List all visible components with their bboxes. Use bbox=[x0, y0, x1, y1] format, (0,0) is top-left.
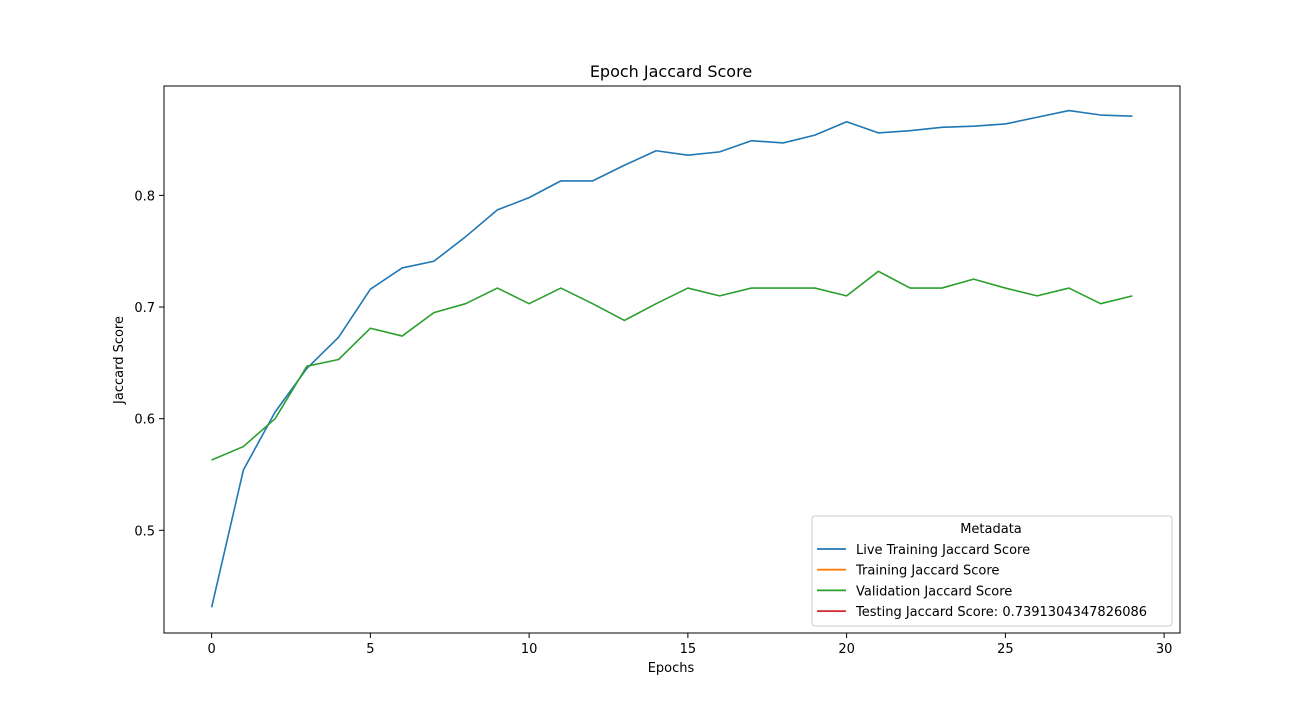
series-lines bbox=[210, 109, 1133, 608]
y-axis-title: Jaccard Score bbox=[112, 316, 127, 405]
legend-entry-label: Validation Jaccard Score bbox=[856, 584, 1012, 599]
legend-entry-label: Live Training Jaccard Score bbox=[856, 543, 1030, 558]
plot-area bbox=[163, 85, 1181, 634]
x-tick-label: 10 bbox=[521, 642, 538, 657]
legend: Metadata Live Training Jaccard Score Trai… bbox=[811, 515, 1173, 627]
x-axis: 0 5 10 15 20 25 30 bbox=[207, 633, 1172, 657]
y-tick-label: 0.8 bbox=[134, 189, 155, 204]
y-tick-label: 0.6 bbox=[134, 413, 155, 428]
x-tick-label: 15 bbox=[680, 642, 697, 657]
legend-title: Metadata bbox=[960, 522, 1022, 537]
series-line-1 bbox=[210, 109, 1133, 608]
legend-entry-label: Training Jaccard Score bbox=[855, 564, 999, 579]
y-tick-label: 0.5 bbox=[134, 524, 155, 539]
x-tick-label: 20 bbox=[838, 642, 855, 657]
y-tick-label: 0.7 bbox=[134, 301, 155, 316]
chart-title: Epoch Jaccard Score bbox=[590, 62, 752, 81]
series-line-3 bbox=[211, 270, 1133, 461]
x-tick-label: 5 bbox=[366, 642, 374, 657]
x-axis-title: Epochs bbox=[648, 661, 695, 676]
y-axis: 0.5 0.6 0.7 0.8 bbox=[134, 189, 164, 539]
x-tick-label: 0 bbox=[207, 642, 215, 657]
x-tick-label: 30 bbox=[1156, 642, 1173, 657]
x-tick-label: 25 bbox=[997, 642, 1014, 657]
legend-entry-label: Testing Jaccard Score: 0.739130434782608… bbox=[855, 605, 1147, 620]
legend-box bbox=[811, 515, 1173, 627]
